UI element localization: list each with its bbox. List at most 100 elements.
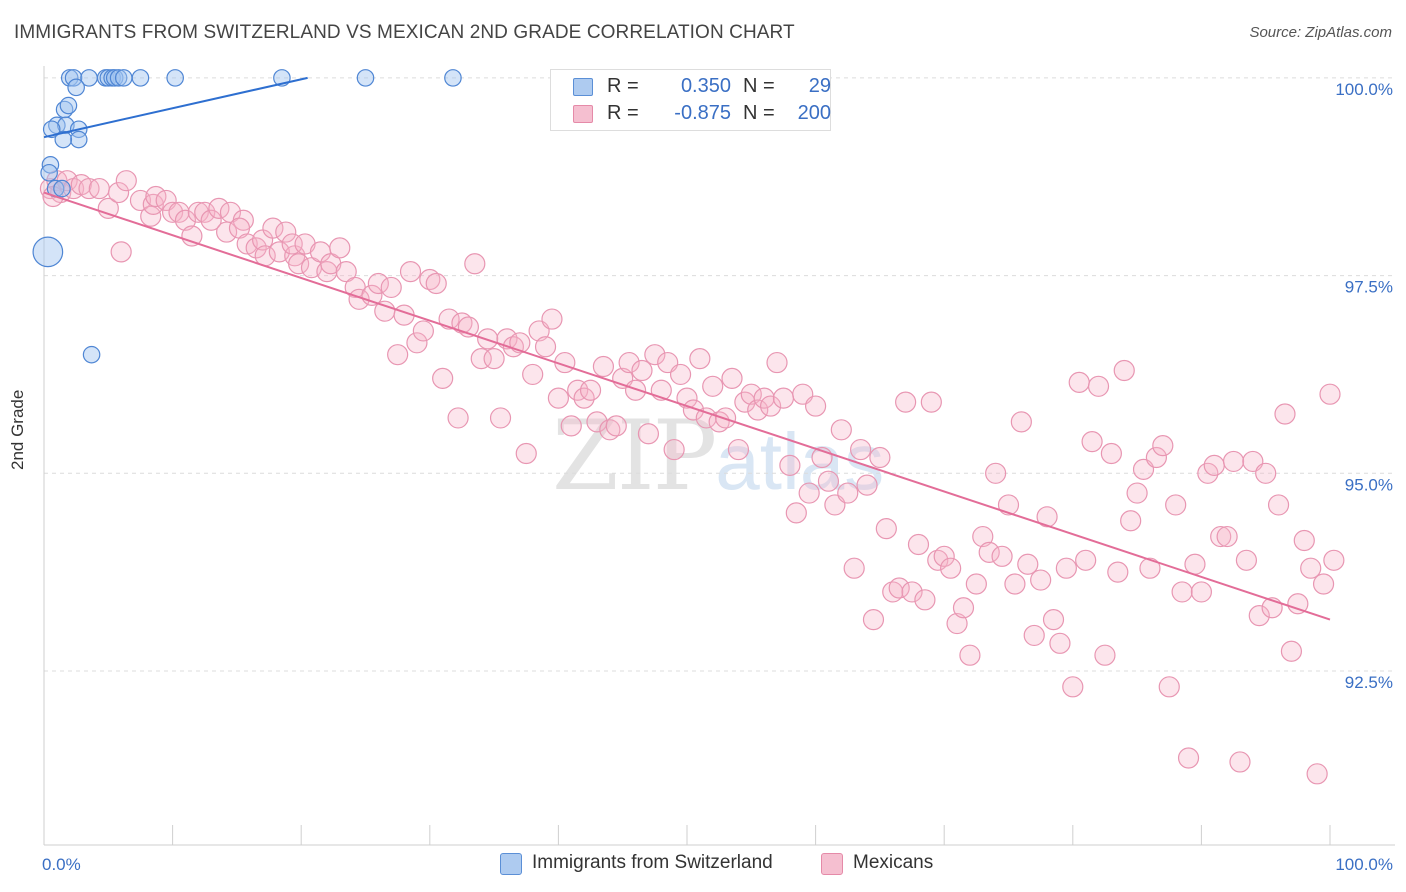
- mexicans-point: [1145, 446, 1167, 469]
- mexicans-point: [412, 320, 434, 342]
- mexicans-point: [1075, 549, 1097, 571]
- switzerland-point: [67, 78, 85, 97]
- mexicans-point: [1081, 431, 1103, 453]
- mexicans-point: [219, 201, 242, 223]
- mexicans-point: [676, 387, 698, 409]
- mexicans-point: [262, 217, 284, 239]
- mexicans-point: [663, 438, 685, 461]
- mexicans-point: [1222, 450, 1245, 473]
- y-axis-label: 2nd Grade: [8, 389, 27, 470]
- mexicans-point: [920, 391, 942, 413]
- mexicans-point: [1120, 510, 1142, 532]
- mexicans-point: [1319, 383, 1341, 405]
- mexicans-trend-line: [43, 191, 1331, 621]
- mexicans-point: [856, 474, 878, 496]
- mexicans-point: [419, 268, 441, 291]
- mexicans-point: [1190, 581, 1213, 603]
- mexicans-point: [1139, 557, 1161, 579]
- mexicans-point: [914, 589, 936, 611]
- mexicans-point: [1087, 375, 1110, 397]
- mexicans-point: [142, 193, 164, 216]
- legend-n-value: 200: [797, 102, 831, 124]
- mexicans-point: [895, 391, 917, 413]
- mexicans-point: [1036, 506, 1058, 528]
- mexicans-point: [1100, 442, 1122, 465]
- legend-n-label: N =: [743, 102, 775, 124]
- mexicans-point: [1203, 454, 1225, 476]
- switzerland-point: [54, 130, 73, 149]
- mexicans-point: [1287, 593, 1309, 615]
- mexicans-point: [1177, 747, 1200, 769]
- mexicans-point: [708, 411, 730, 433]
- mexicans-point: [470, 348, 492, 370]
- mexicans-point: [978, 541, 1000, 563]
- tick-labels: 100.0% 97.5% 95.0% 92.5% 0.0% 100.0%: [42, 80, 1393, 874]
- mexicans-point: [682, 399, 705, 421]
- chart-title: IMMIGRANTS FROM SWITZERLAND VS MEXICAN 2…: [14, 22, 795, 43]
- legend-n-value: 29: [808, 75, 831, 97]
- mexicans-point: [515, 442, 537, 465]
- mexicans-point: [438, 308, 460, 330]
- mexicans-point: [1306, 763, 1328, 785]
- mexicans-point: [1274, 403, 1296, 425]
- bottom-legend-label: Mexicans: [853, 852, 934, 873]
- switzerland-point: [109, 69, 128, 87]
- mexicans-point: [1113, 359, 1135, 382]
- mexicans-point: [772, 387, 795, 409]
- mexicans-point: [759, 395, 782, 417]
- mexicans-point: [721, 367, 743, 389]
- switzerland-point: [444, 69, 462, 87]
- mexicans-point: [1023, 624, 1045, 647]
- mexicans-point: [1235, 549, 1258, 571]
- y-tick-label: 97.5%: [1345, 278, 1393, 297]
- mexicans-point: [380, 276, 402, 299]
- mexicans-point: [605, 415, 627, 437]
- mexicans-point: [985, 462, 1007, 484]
- mexicans-point: [1042, 609, 1065, 631]
- mexicans-point: [740, 383, 762, 405]
- mexicans-point: [850, 438, 872, 461]
- mexicans-point: [1323, 549, 1345, 571]
- mexicans-point: [1158, 676, 1180, 698]
- mexicans-point: [747, 399, 769, 421]
- mexicans-point: [1062, 676, 1084, 698]
- mexicans-point: [804, 395, 827, 417]
- mexicans-point: [560, 415, 582, 437]
- mexicans-point: [785, 502, 807, 524]
- switzerland-point: [356, 69, 375, 87]
- mexicans-point: [406, 332, 428, 354]
- mexicans-point: [669, 363, 692, 386]
- y-tick-label: 95.0%: [1345, 475, 1393, 494]
- mexicans-point: [837, 482, 859, 504]
- switzerland-point: [69, 130, 88, 149]
- mexicans-point: [1184, 553, 1206, 575]
- mexicans-point: [1165, 494, 1187, 516]
- switzerland-point: [40, 163, 58, 182]
- mexicans-point: [702, 375, 724, 397]
- mexicans-point: [689, 348, 711, 370]
- mexicans-point: [1049, 632, 1071, 654]
- mexicans-point: [110, 241, 132, 263]
- mexicans-point: [624, 379, 647, 401]
- switzerland-point: [99, 69, 118, 87]
- mexicans-point: [618, 351, 640, 374]
- mexicans-point: [1171, 581, 1193, 603]
- mexicans-point: [599, 419, 621, 441]
- mexicans-point: [1094, 644, 1116, 666]
- mexicans-point: [451, 312, 473, 334]
- mexicans-point: [959, 644, 981, 666]
- mexicans-point: [1152, 435, 1174, 457]
- mexicans-point: [927, 549, 949, 571]
- mexicans-point: [547, 387, 570, 409]
- mexicans-point: [174, 209, 197, 231]
- switzerland-point: [105, 69, 124, 87]
- mexicans-point: [348, 288, 370, 310]
- legend-r-label: R =: [607, 102, 639, 124]
- mexicans-point: [387, 344, 409, 366]
- legend-r-value: -0.875: [674, 102, 731, 124]
- mexicans-point: [522, 363, 544, 386]
- mexicans-point: [1055, 557, 1077, 579]
- mexicans-point: [1248, 605, 1270, 627]
- legend-swatch-switzerland: [573, 78, 593, 96]
- mexicans-point: [447, 407, 469, 429]
